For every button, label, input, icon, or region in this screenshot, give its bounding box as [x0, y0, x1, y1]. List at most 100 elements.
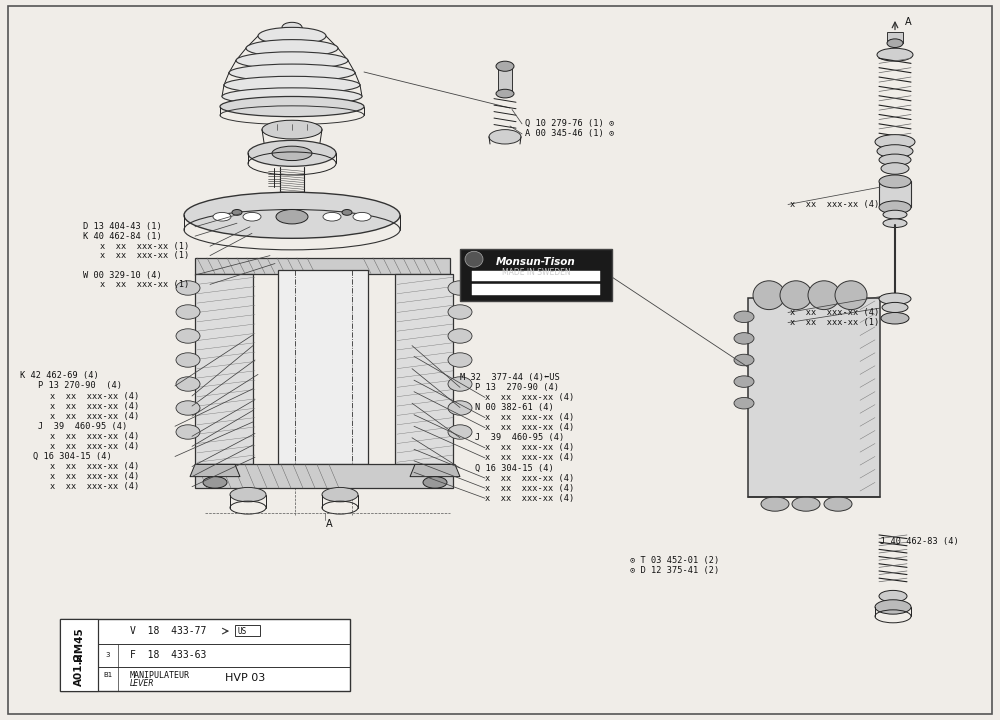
Ellipse shape — [220, 96, 364, 117]
Ellipse shape — [734, 354, 754, 366]
Ellipse shape — [262, 120, 322, 139]
Ellipse shape — [230, 487, 266, 502]
Text: D 13 404-43 (1): D 13 404-43 (1) — [83, 222, 162, 231]
Ellipse shape — [176, 281, 200, 295]
Ellipse shape — [489, 130, 521, 144]
Ellipse shape — [877, 48, 913, 61]
Bar — [879, 181, 911, 207]
Bar — [278, 270, 368, 464]
Ellipse shape — [496, 89, 514, 98]
Bar — [472, 284, 600, 295]
Bar — [235, 625, 260, 636]
Text: x  xx  xxx-xx (4): x xx xxx-xx (4) — [485, 474, 574, 482]
Ellipse shape — [353, 212, 371, 221]
Ellipse shape — [423, 477, 447, 488]
Text: J  39  460-95 (4): J 39 460-95 (4) — [475, 433, 564, 442]
Ellipse shape — [883, 210, 907, 219]
Ellipse shape — [222, 88, 362, 105]
Ellipse shape — [246, 40, 338, 57]
Text: MADE IN SWEDEN: MADE IN SWEDEN — [502, 268, 570, 276]
Text: Q 16 304-15 (4): Q 16 304-15 (4) — [33, 452, 112, 461]
Text: x  xx  xxx-xx (4): x xx xxx-xx (4) — [485, 454, 574, 462]
Ellipse shape — [879, 154, 911, 166]
Text: J 40 462-83 (4): J 40 462-83 (4) — [880, 537, 959, 546]
Ellipse shape — [322, 487, 358, 502]
Text: Q 16 304-15 (4): Q 16 304-15 (4) — [475, 464, 554, 472]
Ellipse shape — [448, 305, 472, 319]
Ellipse shape — [875, 135, 915, 149]
Text: J  39  460-95 (4): J 39 460-95 (4) — [38, 422, 127, 431]
Ellipse shape — [243, 212, 261, 221]
Ellipse shape — [824, 497, 852, 511]
Text: x  xx  xxx-xx (1): x xx xxx-xx (1) — [100, 242, 189, 251]
Text: x  xx  xxx-xx (4): x xx xxx-xx (4) — [790, 308, 879, 317]
Text: x  xx  xxx-xx (4): x xx xxx-xx (4) — [50, 412, 139, 420]
Ellipse shape — [875, 600, 911, 614]
Text: 3: 3 — [106, 652, 110, 658]
Ellipse shape — [761, 497, 789, 511]
Text: P 13  270-90 (4): P 13 270-90 (4) — [475, 383, 559, 392]
Text: x  xx  xxx-xx (4): x xx xxx-xx (4) — [790, 200, 879, 209]
Text: x  xx  xxx-xx (4): x xx xxx-xx (4) — [485, 494, 574, 503]
Text: Monsun-Tison: Monsun-Tison — [496, 257, 576, 267]
Text: K 40 462-84 (1): K 40 462-84 (1) — [83, 232, 162, 240]
Bar — [195, 464, 453, 488]
Text: x  xx  xxx-xx (4): x xx xxx-xx (4) — [50, 392, 139, 400]
Ellipse shape — [448, 353, 472, 367]
Bar — [395, 274, 453, 464]
Ellipse shape — [272, 146, 312, 161]
Ellipse shape — [879, 201, 911, 214]
Polygon shape — [410, 464, 460, 477]
Ellipse shape — [496, 61, 514, 71]
Ellipse shape — [881, 312, 909, 324]
Text: A: A — [326, 519, 333, 529]
Bar — [60, 619, 98, 691]
Ellipse shape — [203, 477, 227, 488]
Ellipse shape — [877, 145, 913, 158]
Bar — [498, 68, 512, 94]
Ellipse shape — [448, 425, 472, 439]
Text: x  xx  xxx-xx (4): x xx xxx-xx (4) — [50, 442, 139, 451]
Ellipse shape — [229, 64, 355, 81]
FancyBboxPatch shape — [460, 249, 612, 301]
Text: HM45: HM45 — [74, 628, 84, 661]
Text: x  xx  xxx-xx (4): x xx xxx-xx (4) — [485, 484, 574, 492]
Text: F  18  433-63: F 18 433-63 — [130, 650, 206, 660]
Ellipse shape — [448, 281, 472, 295]
Ellipse shape — [224, 76, 360, 94]
Text: x  xx  xxx-xx (4): x xx xxx-xx (4) — [485, 393, 574, 402]
Ellipse shape — [734, 311, 754, 323]
Text: x  xx  xxx-xx (4): x xx xxx-xx (4) — [50, 462, 139, 471]
Ellipse shape — [887, 39, 903, 48]
Text: x  xx  xxx-xx (4): x xx xxx-xx (4) — [50, 432, 139, 441]
Ellipse shape — [323, 212, 341, 221]
Ellipse shape — [258, 27, 326, 45]
Ellipse shape — [232, 210, 242, 215]
Ellipse shape — [792, 497, 820, 511]
Text: x  xx  xxx-xx (1): x xx xxx-xx (1) — [100, 251, 189, 260]
Text: x  xx  xxx-xx (1): x xx xxx-xx (1) — [100, 280, 189, 289]
Ellipse shape — [448, 401, 472, 415]
Text: x  xx  xxx-xx (1): x xx xxx-xx (1) — [790, 318, 879, 327]
Ellipse shape — [176, 353, 200, 367]
Ellipse shape — [176, 377, 200, 391]
Ellipse shape — [881, 163, 909, 174]
Text: x  xx  xxx-xx (4): x xx xxx-xx (4) — [50, 482, 139, 491]
Text: x  xx  xxx-xx (4): x xx xxx-xx (4) — [50, 472, 139, 481]
Text: A01.2: A01.2 — [74, 653, 84, 686]
Ellipse shape — [236, 52, 348, 69]
Text: x  xx  xxx-xx (4): x xx xxx-xx (4) — [50, 402, 139, 410]
Text: A 00 345-46 (1) ⊙: A 00 345-46 (1) ⊙ — [525, 130, 614, 138]
Bar — [195, 274, 253, 464]
Text: x  xx  xxx-xx (4): x xx xxx-xx (4) — [485, 423, 574, 432]
Ellipse shape — [882, 302, 908, 312]
Ellipse shape — [753, 281, 785, 310]
Ellipse shape — [176, 305, 200, 319]
Bar — [60, 619, 350, 691]
Text: K 42 462-69 (4): K 42 462-69 (4) — [20, 372, 99, 380]
Text: A: A — [905, 17, 912, 27]
Text: US: US — [238, 627, 247, 636]
Ellipse shape — [780, 281, 812, 310]
Text: P 13 270-90  (4): P 13 270-90 (4) — [38, 382, 122, 390]
Ellipse shape — [879, 175, 911, 188]
